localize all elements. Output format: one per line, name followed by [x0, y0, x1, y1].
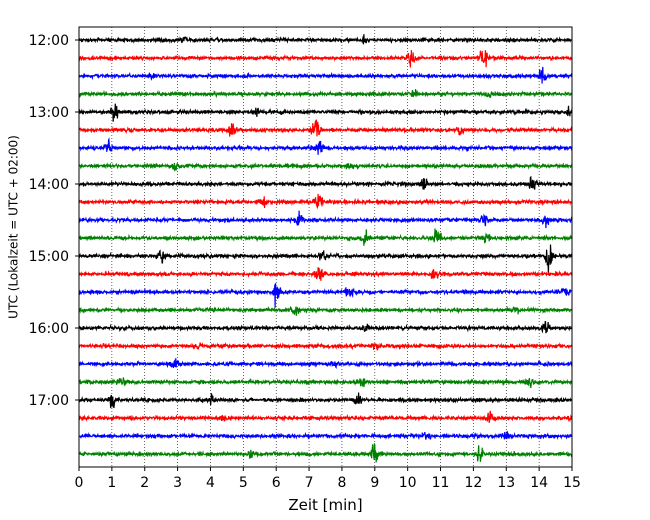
trace-line	[78, 66, 573, 84]
trace-line	[78, 193, 573, 210]
trace-line	[78, 341, 573, 351]
y-tick-label: 14:00	[29, 177, 69, 193]
y-tick-label: 17:00	[29, 393, 69, 409]
trace-line	[78, 392, 573, 409]
x-tick-label: 1	[107, 475, 116, 491]
x-tick-label: 15	[563, 475, 581, 491]
trace-line	[78, 34, 573, 45]
x-tick-label: 5	[239, 475, 248, 491]
trace-line	[78, 244, 573, 275]
grid-layer	[111, 27, 540, 467]
x-tick-label: 6	[272, 475, 281, 491]
y-axis-label: UTC (Lokalzeit = UTC + 02:00)	[7, 135, 21, 319]
trace-line	[78, 283, 573, 308]
x-tick-label: 13	[497, 475, 515, 491]
x-ticks: 0 1 2 3 4 5 6 7 8 9 10 11 12 13 14 15	[75, 467, 581, 491]
y-tick-label: 15:00	[29, 249, 69, 265]
x-tick-label: 12	[464, 475, 482, 491]
x-axis-label: Zeit [min]	[288, 496, 362, 514]
x-tick-label: 8	[337, 475, 346, 491]
y-tick-label: 16:00	[29, 321, 69, 337]
x-tick-label: 9	[370, 475, 379, 491]
trace-line	[78, 443, 573, 463]
y-tick-label: 12:00	[29, 33, 69, 49]
trace-line	[78, 431, 573, 440]
x-tick-label: 3	[173, 475, 182, 491]
trace-line	[78, 119, 573, 137]
trace-line	[78, 358, 573, 369]
x-tick-label: 0	[75, 475, 84, 491]
trace-line	[78, 410, 573, 423]
x-tick-label: 11	[432, 475, 450, 491]
trace-line	[78, 305, 573, 316]
trace-line	[78, 175, 573, 190]
x-tick-label: 14	[530, 475, 548, 491]
trace-line	[78, 210, 573, 229]
plot-frame	[78, 26, 573, 468]
trace-line	[78, 89, 573, 99]
x-tick-label: 7	[305, 475, 314, 491]
trace-line	[78, 377, 573, 389]
trace-line	[78, 267, 573, 281]
trace-line	[78, 320, 573, 334]
trace-line	[78, 50, 573, 68]
y-tick-label: 13:00	[29, 105, 69, 121]
trace-line	[78, 228, 573, 246]
x-tick-label: 10	[399, 475, 417, 491]
y-ticks: 12:00 13:00 14:00 15:00 16:00 17:00	[29, 33, 79, 409]
trace-line	[78, 137, 573, 155]
trace-line	[78, 103, 573, 122]
x-tick-label: 4	[206, 475, 215, 491]
traces-layer	[78, 34, 573, 463]
x-tick-label: 2	[140, 475, 149, 491]
trace-line	[78, 162, 573, 172]
